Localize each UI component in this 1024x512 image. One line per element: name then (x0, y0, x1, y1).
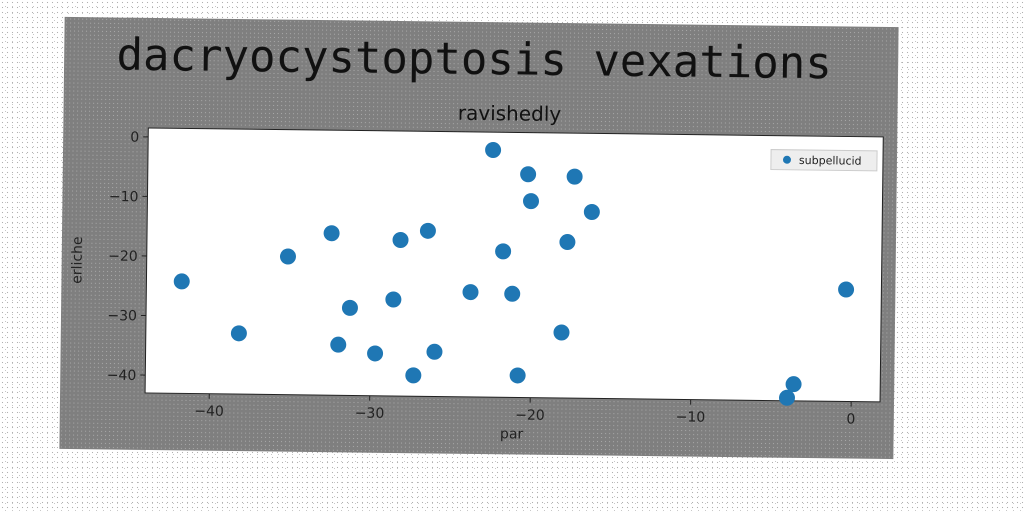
data-point (509, 367, 526, 384)
y-tick-label: −20 (108, 249, 138, 265)
data-point (559, 234, 576, 251)
data-point (523, 193, 540, 210)
y-tick-label: −10 (109, 189, 139, 205)
x-tick-label: −20 (515, 407, 545, 423)
data-point (279, 248, 296, 265)
data-point (173, 273, 190, 290)
data-point (419, 222, 436, 239)
data-point (330, 336, 347, 353)
y-axis-label: erliche (69, 236, 86, 284)
y-tick-label: −30 (107, 308, 137, 324)
data-point (392, 232, 409, 249)
data-point (838, 281, 855, 298)
data-point (462, 284, 479, 301)
x-tick-label: −30 (355, 405, 385, 421)
x-tick-label: −40 (194, 404, 224, 420)
y-tick-label: 0 (130, 130, 139, 146)
data-point (323, 225, 340, 242)
plot-area (144, 127, 884, 403)
data-point (230, 325, 247, 342)
data-points (173, 142, 855, 406)
legend: subpellucid (770, 149, 878, 172)
chart-title: dacryocystoptosis vexations (116, 30, 832, 90)
data-point (426, 343, 443, 360)
data-point (553, 324, 570, 341)
data-point (495, 243, 512, 260)
legend-marker (782, 155, 791, 164)
chart-figure: dacryocystoptosis vexations ravishedly −… (59, 16, 899, 460)
x-tick-label: 0 (846, 412, 855, 428)
x-axis-ticks: −40 −30 −20 −10 0 (194, 393, 855, 428)
x-axis-label: par (500, 426, 524, 442)
chart-subtitle: ravishedly (458, 101, 562, 126)
scatter-chart: dacryocystoptosis vexations ravishedly −… (69, 30, 884, 443)
x-tick-label: −10 (676, 409, 706, 425)
data-point (385, 291, 402, 308)
data-point (367, 345, 384, 362)
legend-label: subpellucid (799, 154, 862, 168)
data-point (566, 168, 583, 185)
data-point (504, 285, 521, 302)
y-axis-ticks: 0 −10 −20 −30 −40 (107, 130, 149, 384)
data-point (785, 376, 802, 393)
legend-box (770, 149, 878, 172)
y-tick-label: −40 (107, 368, 137, 384)
data-point (778, 389, 795, 406)
data-point (405, 367, 422, 384)
data-point (341, 299, 358, 316)
data-point (485, 142, 502, 159)
data-point (583, 203, 600, 220)
data-point (520, 166, 537, 183)
